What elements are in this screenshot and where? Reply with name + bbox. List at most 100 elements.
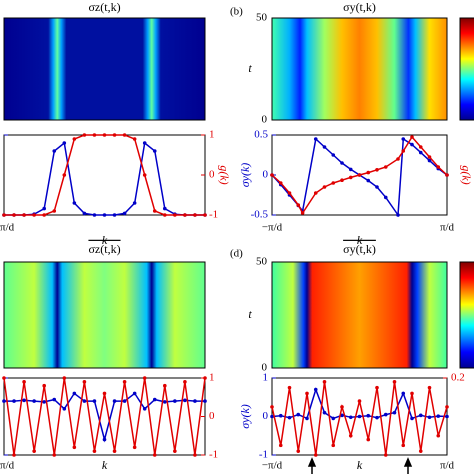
y2-tick-label: 1	[209, 372, 215, 384]
series-point	[418, 413, 423, 418]
heatmap	[3, 17, 206, 121]
y-tick-label: 50	[256, 12, 268, 24]
panel-title: σz(t,k)	[88, 242, 120, 256]
series-point	[313, 387, 318, 392]
series-point	[72, 201, 77, 205]
series-point	[142, 407, 147, 411]
plot-frame	[3, 134, 206, 216]
series-point	[163, 400, 167, 404]
series-point	[436, 433, 441, 438]
series-point	[331, 153, 336, 157]
y-tick-label: 0	[0, 129, 1, 141]
series-point	[331, 416, 336, 421]
series-point	[445, 405, 449, 409]
x-axis-label: k	[357, 458, 363, 472]
series-point	[92, 213, 97, 217]
series-point	[92, 133, 97, 137]
x-tick-label: −π/d	[0, 460, 15, 472]
series-point	[102, 437, 107, 442]
y-axis-label: σy(k)	[238, 163, 252, 188]
x-tick-label: −π/d	[0, 222, 15, 234]
series-point	[410, 416, 414, 421]
panel-label: (b)	[230, 6, 243, 18]
series-point	[22, 213, 26, 217]
series-point	[42, 213, 46, 217]
y-tick-label: 50	[256, 256, 268, 268]
series-point	[348, 175, 353, 180]
series-point	[132, 391, 137, 396]
series-point	[340, 413, 344, 418]
series-point	[410, 142, 414, 147]
series-point	[375, 385, 379, 390]
series-point	[42, 383, 46, 388]
y-tick-label: 0	[262, 114, 268, 126]
series-point	[396, 213, 400, 217]
series-point	[383, 412, 388, 417]
series-point	[102, 391, 107, 396]
series-point	[32, 449, 36, 453]
series-point	[92, 449, 97, 453]
series-point	[92, 399, 97, 403]
series-point	[183, 213, 187, 217]
series-point	[313, 453, 318, 457]
y-tick-label: 0.5	[0, 372, 1, 384]
series-point	[270, 405, 274, 409]
series-point	[296, 412, 301, 417]
series-point	[418, 449, 423, 453]
series-point	[427, 158, 432, 163]
series-point	[32, 213, 36, 217]
series-point	[52, 397, 57, 402]
series-point	[366, 413, 371, 418]
series-point	[102, 133, 107, 137]
series-point	[427, 385, 432, 390]
plot-frame	[3, 377, 206, 456]
series-point	[436, 414, 441, 418]
y-tick-label: 1	[263, 372, 269, 384]
series-point	[72, 137, 77, 141]
series-point	[436, 165, 441, 169]
y-tick-label: 0	[263, 169, 269, 181]
y-tick-label: 0	[262, 362, 268, 374]
series-point	[112, 213, 117, 217]
series-point	[142, 141, 147, 145]
colorbar	[459, 17, 474, 121]
series-point	[322, 410, 327, 415]
series-point	[366, 178, 371, 183]
series-point	[42, 206, 46, 211]
series-point	[142, 173, 147, 177]
series-point	[418, 145, 423, 149]
heatmap	[3, 261, 206, 369]
series-point	[152, 397, 157, 402]
series-point	[270, 173, 274, 177]
heatmap	[271, 261, 448, 369]
series-point	[313, 191, 318, 195]
series-point	[112, 449, 117, 453]
series-point	[357, 173, 362, 177]
series-point	[348, 167, 353, 172]
series-point	[2, 213, 6, 217]
series-point	[366, 437, 371, 442]
series-point	[340, 178, 344, 182]
series-point	[122, 211, 127, 216]
series-point	[173, 399, 177, 403]
series-point	[427, 155, 432, 159]
series-point	[331, 181, 336, 185]
series-point	[62, 376, 67, 380]
series-point	[173, 213, 177, 217]
series-point	[72, 391, 77, 396]
series-point	[62, 407, 67, 411]
series-point	[348, 415, 353, 420]
x-axis-label: k	[102, 458, 108, 472]
heatmap	[271, 17, 448, 121]
x-tick-label: π/d	[440, 460, 455, 472]
series-point	[52, 209, 57, 213]
colorbar	[459, 261, 474, 369]
series-point	[12, 399, 16, 403]
series-point	[375, 415, 379, 420]
series-point	[122, 133, 127, 137]
series-point	[296, 449, 301, 453]
series-point	[183, 380, 187, 384]
series-point	[375, 185, 379, 189]
series-point	[12, 213, 16, 217]
